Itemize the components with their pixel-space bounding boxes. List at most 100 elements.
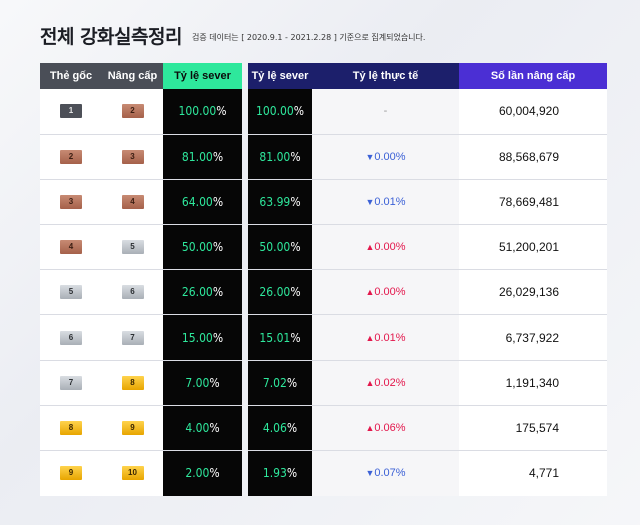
attempt-count-cell: 26,029,136 bbox=[459, 269, 607, 315]
rate-change-cell: ▼0.00% bbox=[312, 133, 459, 180]
server-rate-cell: 81.00% bbox=[163, 133, 242, 180]
enhance-level-badge: 2 bbox=[121, 104, 144, 119]
percent-sign: % bbox=[290, 149, 301, 164]
enhance-level-badge: 8 bbox=[60, 420, 82, 435]
server-rate-value: 81.00 bbox=[181, 149, 213, 164]
enhance-level-badge: 4 bbox=[60, 240, 82, 255]
triangle-down-icon: ▼ bbox=[365, 151, 375, 162]
percent-sign: % bbox=[290, 194, 301, 209]
enhance-level-badge: 5 bbox=[121, 240, 144, 255]
percent-sign: % bbox=[212, 285, 224, 300]
percent-sign: % bbox=[212, 194, 224, 209]
attempt-count-cell: 4,771 bbox=[459, 449, 607, 496]
attempt-count-cell: 88,568,679 bbox=[459, 133, 607, 180]
base-card-cell: 2 bbox=[40, 133, 102, 180]
enhance-level-badge: 10 bbox=[121, 466, 144, 481]
change-text: 0.07% bbox=[374, 467, 406, 480]
base-card-cell: 7 bbox=[40, 359, 102, 406]
server-rate-value: 100.00 bbox=[178, 104, 217, 119]
table-row: 8 9 4.00% bbox=[40, 404, 242, 451]
table-row: 50.00% ▲0.00% 51,200,201 bbox=[248, 224, 607, 270]
attempt-count-cell: 175,574 bbox=[459, 404, 607, 451]
server-rate-cell: 2.00% bbox=[163, 449, 242, 496]
rate-change-value: ▼0.07% bbox=[365, 467, 405, 479]
upgrade-cell: 3 bbox=[102, 133, 163, 180]
change-text: 0.02% bbox=[374, 376, 406, 389]
rate-change-cell: ▲0.00% bbox=[312, 269, 459, 315]
table-row: 6 7 15.00% bbox=[40, 314, 242, 361]
attempt-count-cell: 1,191,340 bbox=[459, 359, 607, 406]
base-card-cell: 6 bbox=[40, 314, 102, 361]
rate-change-value: ▲0.01% bbox=[365, 332, 405, 344]
enhance-level-badge: 6 bbox=[60, 330, 82, 345]
server-rate-cell: 15.00% bbox=[163, 314, 242, 361]
table-row: 9 10 2.00% bbox=[40, 449, 242, 496]
upgrade-cell: 8 bbox=[102, 359, 163, 406]
table-row: 1.93% ▼0.07% 4,771 bbox=[248, 449, 607, 496]
rate-change-cell: - bbox=[312, 89, 459, 135]
table-row: 4 5 50.00% bbox=[40, 224, 242, 270]
server-rate-cell: 7.00% bbox=[163, 359, 242, 406]
enhance-level-badge: 3 bbox=[121, 149, 144, 164]
actual-server-rate-cell: 100.00% bbox=[248, 89, 312, 135]
server-rate-value: 26.00 bbox=[181, 285, 213, 300]
attempt-count-cell: 51,200,201 bbox=[459, 224, 607, 270]
upgrade-cell: 9 bbox=[102, 404, 163, 451]
enhance-level-badge: 7 bbox=[121, 330, 144, 345]
page-title: 전체 강화실측정리 bbox=[40, 25, 182, 48]
table-row: 7 8 7.00% bbox=[40, 359, 242, 406]
col-header-attempts: Số lần nâng cấp bbox=[459, 63, 607, 89]
enhance-level-badge: 3 bbox=[60, 194, 82, 209]
triangle-down-icon: ▼ bbox=[365, 468, 375, 479]
server-rate-cell: 64.00% bbox=[163, 178, 242, 225]
actual-rate-value: 50.00 bbox=[259, 240, 291, 255]
table-row: 81.00% ▼0.00% 88,568,679 bbox=[248, 133, 607, 180]
percent-sign: % bbox=[209, 466, 220, 481]
change-text: 0.01% bbox=[374, 331, 406, 344]
triangle-down-icon: ▼ bbox=[365, 196, 375, 207]
percent-sign: % bbox=[209, 420, 220, 435]
rate-change-value: ▲0.00% bbox=[365, 286, 405, 298]
percent-sign: % bbox=[293, 104, 305, 119]
enhance-level-badge: 7 bbox=[60, 375, 82, 390]
actual-rate-value: 7.02 bbox=[262, 375, 287, 390]
table-row: 5 6 26.00% bbox=[40, 269, 242, 315]
upgrade-cell: 2 bbox=[102, 89, 163, 135]
triangle-up-icon: ▲ bbox=[365, 332, 375, 343]
attempt-count-cell: 78,669,481 bbox=[459, 178, 607, 225]
percent-sign: % bbox=[212, 240, 224, 255]
rate-change-cell: ▲0.01% bbox=[312, 314, 459, 361]
server-rate-cell: 4.00% bbox=[163, 404, 242, 451]
table-row: 7.02% ▲0.02% 1,191,340 bbox=[248, 359, 607, 406]
upgrade-cell: 4 bbox=[102, 178, 163, 225]
change-text: 0.01% bbox=[374, 195, 406, 208]
enhance-level-badge: 2 bbox=[60, 149, 82, 164]
enhance-level-badge: 1 bbox=[60, 104, 82, 119]
upgrade-cell: 5 bbox=[102, 224, 163, 270]
base-card-cell: 4 bbox=[40, 224, 102, 270]
rate-change-value: - bbox=[383, 105, 388, 118]
enhance-level-badge: 5 bbox=[60, 285, 82, 300]
base-card-cell: 3 bbox=[40, 178, 102, 225]
col-header-upgrade: Nâng cấp bbox=[102, 63, 163, 89]
upgrade-cell: 6 bbox=[102, 269, 163, 315]
percent-sign: % bbox=[286, 466, 298, 481]
enhance-level-badge: 9 bbox=[60, 466, 82, 481]
rate-change-value: ▲0.00% bbox=[365, 241, 405, 253]
rate-change-cell: ▲0.06% bbox=[312, 404, 459, 451]
server-rate-cell: 26.00% bbox=[163, 269, 242, 315]
actual-rate-value: 81.00 bbox=[259, 149, 291, 164]
table-row: 2 3 81.00% bbox=[40, 133, 242, 180]
upgrade-cell: 7 bbox=[102, 314, 163, 361]
triangle-up-icon: ▲ bbox=[365, 287, 375, 298]
table-row: 3 4 64.00% bbox=[40, 178, 242, 225]
percent-sign: % bbox=[290, 240, 301, 255]
col-header-base-card: Thẻ gốc bbox=[40, 63, 102, 89]
rate-change-value: ▼0.01% bbox=[365, 196, 405, 208]
server-rate-value: 4.00 bbox=[185, 420, 210, 435]
percent-sign: % bbox=[290, 285, 301, 300]
actual-rate-value: 1.93 bbox=[262, 466, 287, 481]
table-row: 26.00% ▲0.00% 26,029,136 bbox=[248, 269, 607, 315]
percent-sign: % bbox=[212, 330, 224, 345]
base-card-cell: 9 bbox=[40, 449, 102, 496]
